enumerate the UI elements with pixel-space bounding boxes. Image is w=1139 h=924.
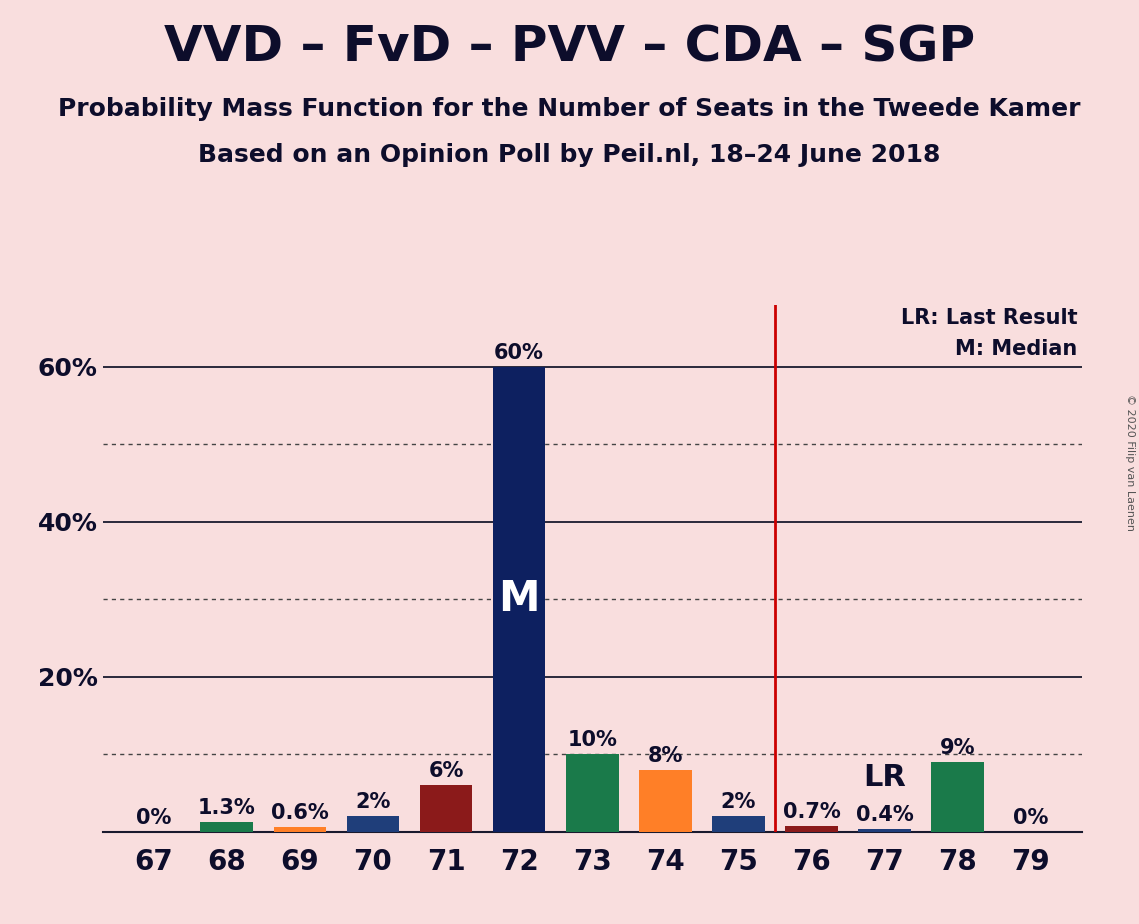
Bar [346,816,400,832]
Text: 2%: 2% [355,792,391,812]
Bar [420,785,473,832]
Text: 6%: 6% [428,761,464,782]
Text: 2%: 2% [721,792,756,812]
Text: 1.3%: 1.3% [198,797,255,818]
Bar [566,754,618,832]
Bar [639,770,691,832]
Text: 0.6%: 0.6% [271,803,329,823]
Text: VVD – FvD – PVV – CDA – SGP: VVD – FvD – PVV – CDA – SGP [164,23,975,71]
Bar [932,762,984,832]
Text: M: M [499,578,540,620]
Text: 60%: 60% [494,343,544,363]
Bar [273,827,326,832]
Bar [785,826,838,832]
Text: © 2020 Filip van Laenen: © 2020 Filip van Laenen [1125,394,1134,530]
Bar [859,829,911,832]
Text: LR: LR [863,763,907,792]
Text: 9%: 9% [940,738,975,758]
Text: 10%: 10% [567,730,617,750]
Text: LR: Last Result: LR: Last Result [901,308,1077,327]
Text: 0%: 0% [1014,808,1049,828]
Text: 0.7%: 0.7% [782,802,841,822]
Text: 0.4%: 0.4% [855,805,913,824]
Bar [200,821,253,832]
Text: Probability Mass Function for the Number of Seats in the Tweede Kamer: Probability Mass Function for the Number… [58,97,1081,121]
Text: M: Median: M: Median [954,339,1077,359]
Text: Based on an Opinion Poll by Peil.nl, 18–24 June 2018: Based on an Opinion Poll by Peil.nl, 18–… [198,143,941,167]
Text: 0%: 0% [136,808,171,828]
Bar [493,367,546,832]
Bar [712,816,764,832]
Text: 8%: 8% [648,746,683,766]
